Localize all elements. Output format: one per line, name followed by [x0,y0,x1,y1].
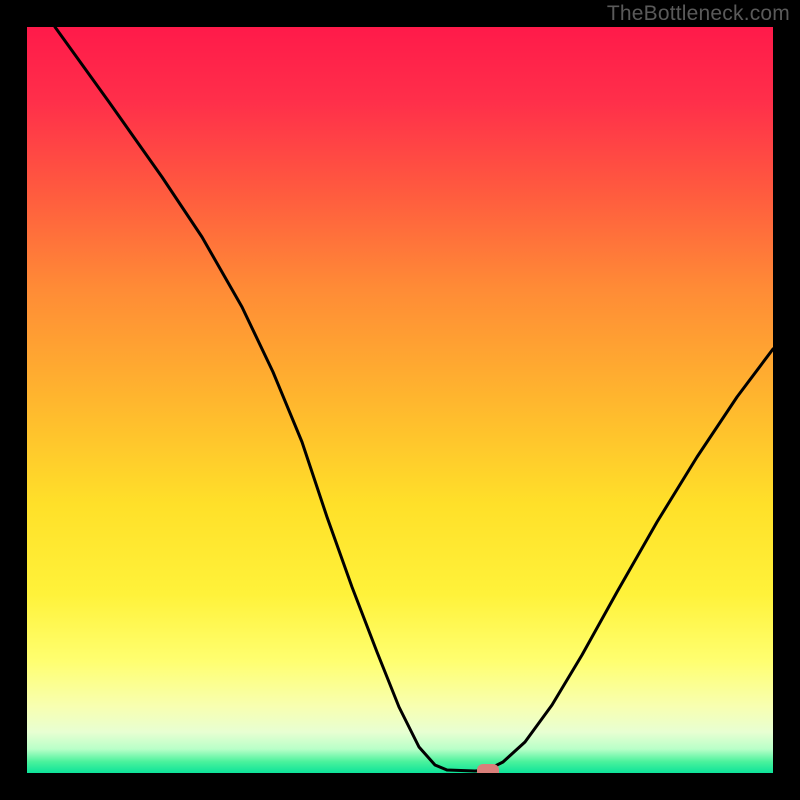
bottleneck-plot [27,27,773,773]
chart-frame: TheBottleneck.com [0,0,800,800]
watermark-text: TheBottleneck.com [607,2,790,26]
plot-background [27,27,773,773]
optimal-marker [477,764,499,773]
plot-svg [27,27,773,773]
